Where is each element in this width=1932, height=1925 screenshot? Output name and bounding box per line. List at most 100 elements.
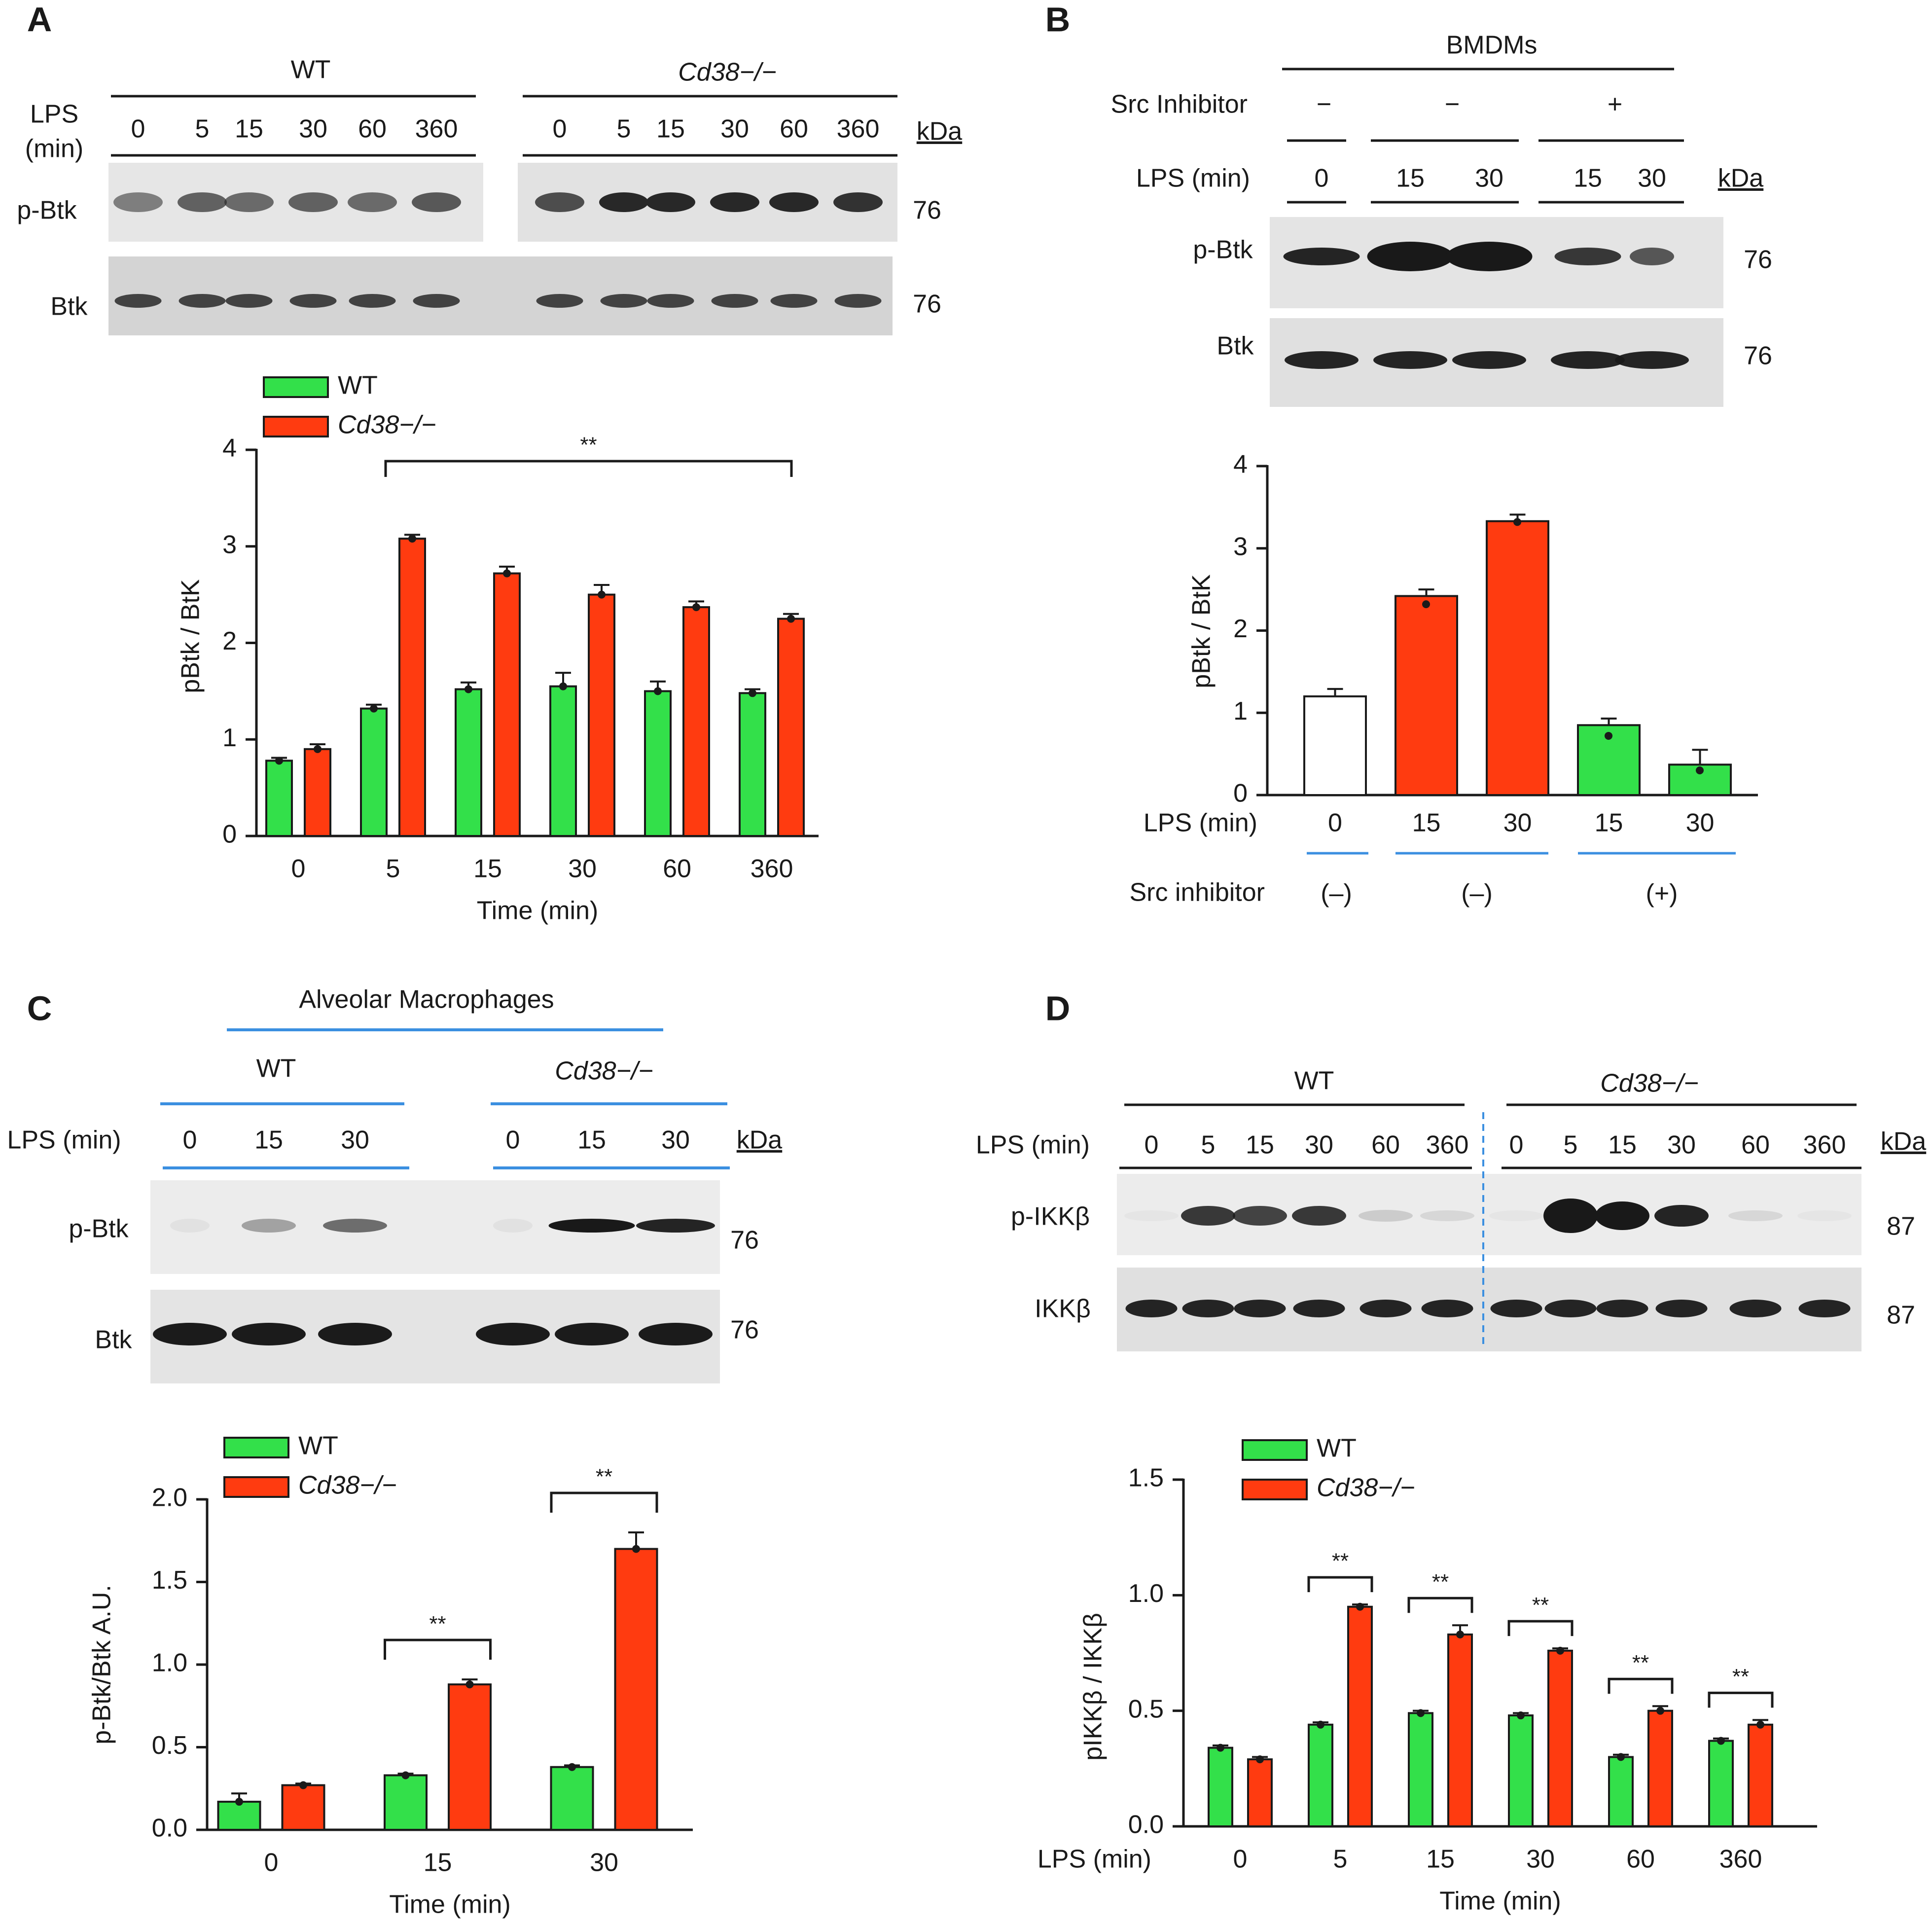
panel-a-bar-ko-30 [588,593,615,837]
panel-d-row-label-pikkb: p-IKKβ [1011,1202,1090,1231]
panel-b-x-axis-title: LPS (min) [1144,809,1257,837]
panel-c-band-btk [476,1323,550,1345]
panel-a-band-btk [349,294,396,308]
panel-b-src-sign-1: − [1317,90,1331,119]
panel-a-band-btk [413,294,460,308]
panel-d-bar-wt-15 [1408,1712,1433,1827]
panel-a-band-pbtk [769,192,819,212]
panel-a-datapoint [692,603,700,612]
panel-d-mw-pikkb: 87 [1887,1212,1915,1241]
panel-d-datapoint [1216,1743,1224,1752]
panel-c-lane-label: 15 [577,1126,606,1155]
panel-c-x-axis-title: Time (min) [389,1890,511,1919]
panel-c-legend-swatch-wt [223,1437,289,1458]
panel-d-band-ikkb [1182,1300,1234,1317]
panel-a-lane-label: 0 [553,115,567,144]
panel-c-band-pbtk [242,1219,296,1233]
panel-a-lps-label: LPS [30,100,78,129]
panel-b-band-btk [1551,351,1625,369]
y-tick-label: 1.0 [1128,1579,1164,1608]
panel-b-lane-label: 0 [1315,164,1329,193]
panel-b-x-tick-label: 30 [1503,809,1532,837]
panel-c-blot-pbtk [150,1180,720,1274]
panel-b-y-axis-title: pBtk / BtK [1187,574,1216,689]
panel-a-lane-label: 15 [656,115,685,144]
panel-a-band-btk [834,294,882,308]
panel-c-bar-ko-15 [448,1683,492,1831]
panel-d-bar-wt-360 [1708,1740,1734,1827]
panel-a-lane-label: 30 [720,115,749,144]
panel-d-datapoint [1356,1602,1364,1611]
panel-d-significance-label: ** [1332,1549,1349,1573]
panel-a-bar-ko-360 [777,617,805,837]
panel-a-legend-label-wt: WT [338,371,378,400]
panel-c-band-btk [555,1323,629,1345]
panel-b-band-btk [1373,351,1447,369]
panel-d-lane-label: 15 [1246,1131,1274,1160]
panel-c-band-pbtk [170,1219,210,1233]
panel-a-band-btk [114,294,162,308]
panel-a-kda: kDa [917,117,963,146]
panel-d-band-pikkb [1489,1210,1543,1221]
y-tick-label: 1.0 [152,1649,187,1677]
panel-a-band-pbtk [646,192,695,212]
panel-b-group-title: Src inhibitor [1129,878,1265,907]
panel-d-band-pikkb [1359,1210,1413,1222]
panel-d-band-pikkb [1797,1210,1852,1221]
panel-a-legend-label-ko: Cd38−/− [338,411,436,439]
y-tick-label: 1 [1233,697,1248,726]
panel-d-lps-label: LPS (min) [976,1131,1090,1160]
panel-d-bar-ko-5 [1347,1605,1373,1827]
panel-d-legend-label-ko: Cd38−/− [1317,1474,1415,1502]
panel-a-datapoint [314,745,322,753]
panel-c-legend-label-wt: WT [298,1432,338,1460]
panel-a-band-pbtk [288,192,338,212]
panel-a-band-pbtk [535,192,584,212]
panel-c-legend-swatch-ko [223,1476,289,1498]
panel-d-group-ko: Cd38−/− [1600,1069,1699,1098]
panel-c-kda: kDa [737,1126,783,1155]
panel-a-band-pbtk [710,192,759,212]
y-tick-label: 2.0 [152,1484,187,1512]
panel-b-mw-pbtk: 76 [1744,246,1772,274]
panel-a-blot-btk [108,256,893,335]
panel-a-datapoint [370,704,378,713]
panel-a-bar-ko-0 [304,748,331,837]
panel-c-group-wt: WT [256,1054,296,1083]
panel-d-significance-label: ** [1432,1570,1449,1594]
panel-c-lane-label: 0 [183,1126,197,1155]
panel-a-bar-wt-360 [739,692,766,837]
panel-c-bar-wt-15 [384,1774,428,1831]
panel-a-bar-wt-15 [455,688,482,837]
y-tick-label: 2 [1233,615,1248,643]
panel-d-x-tick-label: 5 [1333,1845,1348,1874]
panel-d-legend-swatch-wt [1242,1439,1308,1461]
panel-b-row-label-btk: Btk [1216,332,1254,361]
panel-d-band-ikkb [1234,1300,1286,1317]
panel-d-datapoint [1656,1707,1664,1715]
panel-c-cell-type: Alveolar Macrophages [299,985,554,1014]
panel-d-band-ikkb [1544,1300,1597,1317]
panel-a-band-btk [770,294,818,308]
panel-a-x-tick-label: 360 [751,855,793,883]
panel-a-datapoint [787,615,795,623]
panel-c-significance-label: ** [429,1612,446,1636]
panel-d-band-ikkb [1293,1300,1345,1317]
panel-a-band-pbtk [348,192,397,212]
panel-a-lane-label: 30 [299,115,327,144]
panel-d-bar-wt-0 [1208,1746,1233,1827]
panel-d-band-ikkb [1655,1300,1708,1317]
panel-d-band-pikkb [1233,1206,1287,1226]
panel-d-significance-bracket [1708,1691,1774,1708]
panel-b-datapoint [1513,518,1521,526]
panel-c-significance-bracket [550,1491,658,1513]
panel-c-lane-label: 15 [254,1126,283,1155]
panel-d-datapoint [1617,1753,1625,1761]
panel-c-significance-bracket [384,1638,492,1660]
panel-c-legend-label-ko: Cd38−/− [298,1471,397,1500]
panel-a-datapoint [503,569,511,578]
panel-a-lane-label: 360 [837,115,880,144]
panel-b-lps-label: LPS (min) [1136,164,1250,193]
panel-b-band-pbtk [1283,248,1360,265]
